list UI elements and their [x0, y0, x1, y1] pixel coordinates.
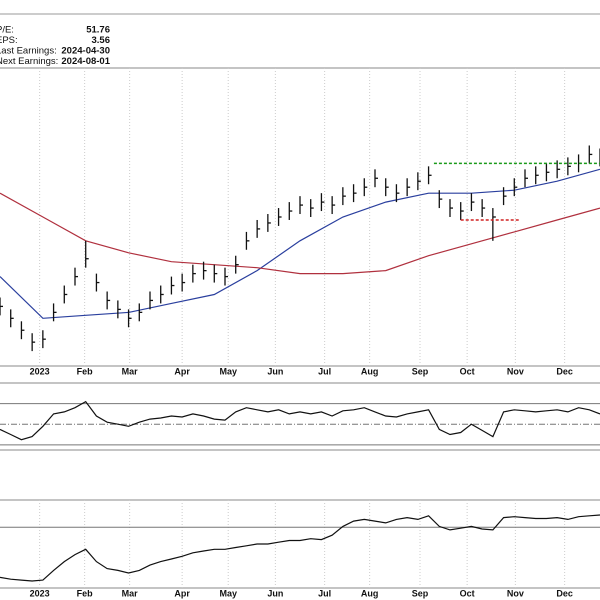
x-tick-label: Jun — [267, 588, 283, 598]
moving-average — [0, 192, 600, 275]
panel-frame — [0, 382, 600, 451]
info-label: Next Earnings: — [0, 56, 58, 67]
panel-frame — [0, 67, 600, 367]
x-tick-label: Mar — [122, 588, 139, 598]
moving-average — [0, 168, 600, 319]
x-tick-label: Jul — [318, 588, 331, 598]
x-tick-label: Apr — [174, 366, 190, 376]
panel-frame — [0, 499, 600, 589]
x-tick-label: Jul — [318, 366, 331, 376]
x-tick-label: Dec — [556, 588, 573, 598]
x-tick-label: Feb — [77, 366, 94, 376]
x-tick-label: Sep — [412, 366, 429, 376]
x-tick-label: Apr — [174, 588, 190, 598]
x-tick-label: Oct — [460, 366, 475, 376]
x-tick-label: Jun — [267, 366, 283, 376]
info-value: 51.76 — [86, 25, 110, 36]
indicator-line — [0, 400, 600, 441]
x-tick-label: May — [219, 588, 237, 598]
info-value: 3.56 — [92, 35, 111, 46]
info-label: Last Earnings: — [0, 46, 57, 57]
x-tick-label: Aug — [361, 366, 379, 376]
x-tick-label: 2023 — [30, 588, 50, 598]
x-tick-label: Aug — [361, 588, 379, 598]
x-tick-label: Sep — [412, 588, 429, 598]
info-label: EPS: — [0, 35, 18, 46]
x-tick-label: 2023 — [30, 366, 50, 376]
x-tick-label: Dec — [556, 366, 573, 376]
x-tick-label: Nov — [507, 366, 524, 376]
x-tick-label: Nov — [507, 588, 524, 598]
indicator-line — [0, 514, 600, 582]
x-tick-label: Mar — [122, 366, 139, 376]
x-tick-label: May — [219, 366, 237, 376]
x-tick-label: Oct — [460, 588, 475, 598]
info-value: 2024-04-30 — [61, 46, 110, 57]
info-value: 2024-08-01 — [61, 56, 110, 67]
info-label: P/E: — [0, 25, 14, 36]
x-tick-label: Feb — [77, 588, 94, 598]
